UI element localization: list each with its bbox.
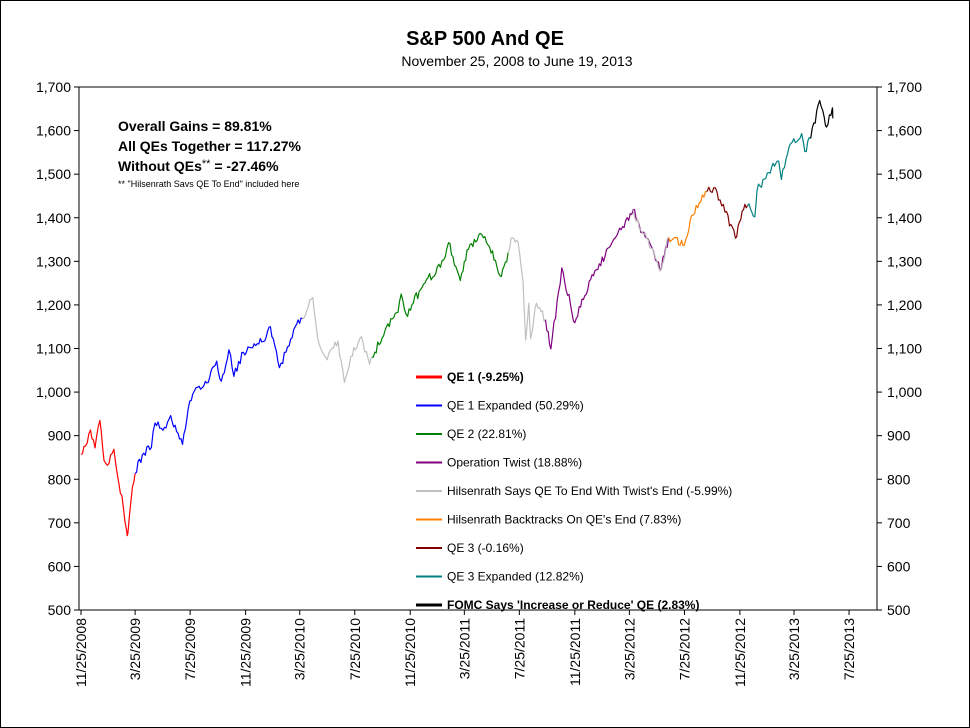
legend-label: FOMC Says 'Increase or Reduce' QE (2.83%… <box>447 598 699 612</box>
legend-label: QE 1 (-9.25%) <box>447 370 524 384</box>
series-line <box>810 99 834 139</box>
y-tick-label-left: 700 <box>48 515 72 531</box>
x-tick-label: 7/25/2009 <box>182 618 198 680</box>
y-tick-label-left: 1,300 <box>36 253 71 269</box>
x-tick-label: 11/25/2008 <box>73 618 89 687</box>
y-tick-label-right: 800 <box>887 471 911 487</box>
series-line <box>747 133 811 218</box>
y-axis-left: 500 600 700 800 900 1,000 1,100 1,200 1,300 1,400… <box>36 79 79 618</box>
x-tick-label: 7/25/2013 <box>841 618 857 680</box>
y-tick-label-left: 1,700 <box>36 79 71 95</box>
legend: QE 1 (-9.25%) QE 1 Expanded (50.29%) QE 2 … <box>416 370 732 612</box>
series-layer <box>80 99 834 537</box>
legend-label: QE 3 (-0.16%) <box>447 541 524 555</box>
y-tick-label-right: 1,100 <box>887 341 922 357</box>
legend-label: Hilsenrath Backtracks On QE's End (7.83%… <box>447 513 681 527</box>
x-tick-label: 11/25/2011 <box>567 618 583 686</box>
y-tick-label-right: 1,600 <box>887 123 922 139</box>
series-line <box>668 191 707 247</box>
x-axis: 11/25/2008 3/25/2009 7/25/2009 11/25/2009 3/… <box>73 610 857 687</box>
y-tick-label-right: 700 <box>887 515 911 531</box>
x-tick-label: 3/25/2009 <box>127 618 143 680</box>
stat-overall: Overall Gains = 89.81% <box>118 118 272 134</box>
y-axis-right: 500 600 700 800 900 1,000 1,100 1,200 1,300 1,400… <box>877 79 922 618</box>
series-line <box>134 317 303 475</box>
x-tick-label: 7/25/2011 <box>511 618 527 679</box>
y-tick-label-left: 1,200 <box>36 297 71 313</box>
stat-without-qe-prefix: Without QEs <box>118 158 202 174</box>
x-tick-label: 11/25/2012 <box>732 618 748 687</box>
chart-subtitle: November 25, 2008 to June 19, 2013 <box>401 53 632 69</box>
y-tick-label-left: 1,100 <box>36 341 71 357</box>
y-tick-label-left: 500 <box>48 602 72 618</box>
stat-all-qe: All QEs Together = 117.27% <box>118 138 302 154</box>
x-tick-label: 3/25/2012 <box>621 618 637 680</box>
plot-area <box>78 86 878 611</box>
series-line <box>371 232 509 358</box>
series-line <box>302 296 373 384</box>
y-tick-label-right: 1,000 <box>887 384 922 400</box>
stat-without-qe-stars: ** <box>202 158 211 170</box>
y-tick-label-left: 1,000 <box>36 384 71 400</box>
stat-without-qe-suffix: = -27.46% <box>210 158 279 174</box>
y-tick-label-left: 1,400 <box>36 210 71 226</box>
y-tick-label-right: 1,400 <box>887 210 922 226</box>
chart-title: S&P 500 And QE <box>406 28 564 50</box>
y-tick-label-right: 900 <box>887 428 911 444</box>
x-tick-label: 7/25/2010 <box>347 618 363 680</box>
stat-without-qe: Without QEs** = -27.46% <box>118 158 279 174</box>
y-tick-label-right: 1,300 <box>887 253 922 269</box>
y-tick-label-right: 1,700 <box>887 79 922 95</box>
series-line <box>80 419 136 537</box>
y-tick-label-right: 600 <box>887 558 911 574</box>
series-line <box>706 186 749 239</box>
x-tick-label: 11/25/2009 <box>238 618 254 687</box>
legend-label: Hilsenrath Says QE To End With Twist's E… <box>447 484 732 498</box>
y-tick-label-left: 900 <box>48 428 72 444</box>
stat-footnote: ** "Hilsenrath Savs QE To End" included … <box>118 179 299 189</box>
x-tick-label: 3/25/2010 <box>292 618 308 680</box>
legend-label: QE 2 (22.81%) <box>447 427 526 441</box>
legend-label: Operation Twist (18.88%) <box>447 456 582 470</box>
y-tick-label-left: 800 <box>48 471 72 487</box>
stats-box: Overall Gains = 89.81% All QEs Together … <box>118 118 302 189</box>
y-tick-label-right: 1,500 <box>887 166 922 182</box>
y-tick-label-left: 1,600 <box>36 123 71 139</box>
legend-label: QE 1 Expanded (50.29%) <box>447 399 584 413</box>
x-tick-label: 3/25/2013 <box>786 618 802 680</box>
y-tick-label-left: 600 <box>48 558 72 574</box>
x-tick-label: 3/25/2011 <box>456 618 472 679</box>
legend-label: QE 3 Expanded (12.82%) <box>447 570 584 584</box>
series-line <box>507 237 546 341</box>
series-line <box>632 209 670 272</box>
y-tick-label-right: 500 <box>887 602 911 618</box>
x-tick-label: 7/25/2012 <box>676 618 692 680</box>
y-tick-label-left: 1,500 <box>36 166 71 182</box>
x-tick-label: 11/25/2010 <box>402 618 418 687</box>
y-tick-label-right: 1,200 <box>887 297 922 313</box>
